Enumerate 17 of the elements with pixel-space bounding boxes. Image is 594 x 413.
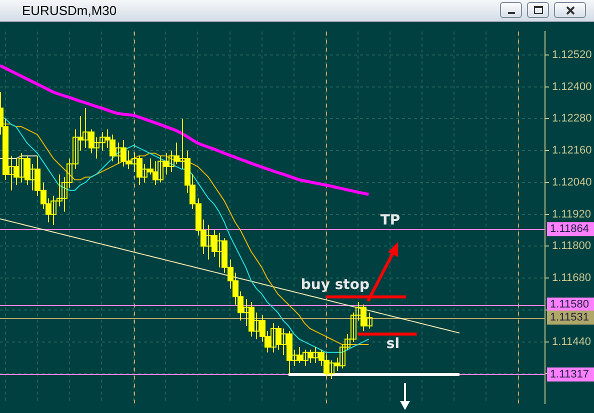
ref-line-label: 1.11580: [550, 298, 589, 311]
y-tick-label: 1.11680: [552, 272, 591, 284]
y-tick-label: 1.12400: [552, 80, 592, 93]
y-tick-label: 1.11800: [552, 240, 591, 252]
y-tick-label: 1.12280: [552, 112, 592, 125]
annotation: TP: [380, 212, 400, 228]
annotation: sl: [386, 336, 400, 352]
ref-line-label: 1.11864: [550, 223, 589, 236]
y-tick-label: 1.11440: [552, 336, 591, 348]
y-tick-label: 1.12520: [552, 49, 592, 61]
y-tick-label: 1.11920: [552, 208, 591, 220]
y-tick-label: 1.12040: [552, 176, 592, 188]
annotation: buy stop: [300, 277, 370, 294]
ref-line-label: 1.11531: [550, 312, 589, 324]
chart-title: EURUSDm,M30: [22, 3, 117, 18]
ref-line-label: 1.11317: [550, 368, 589, 380]
y-tick-label: 1.12160: [552, 144, 592, 157]
